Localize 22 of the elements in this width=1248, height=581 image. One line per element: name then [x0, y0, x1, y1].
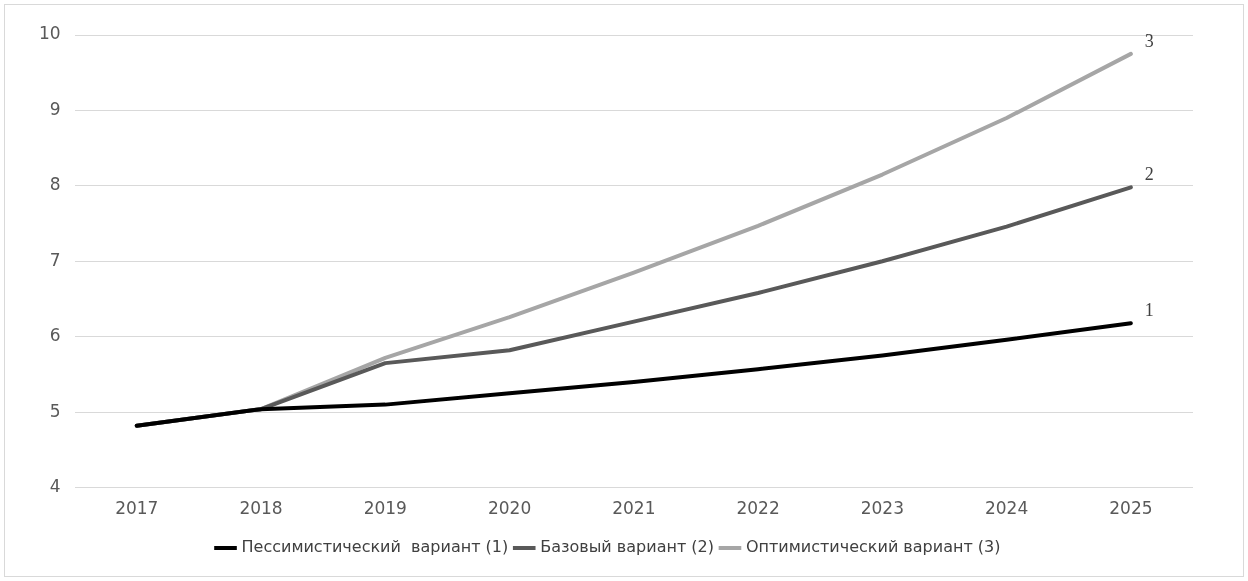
annotation: 2 [1144, 164, 1154, 185]
annotation: 3 [1144, 30, 1154, 51]
x-tick-label: 2021 [612, 498, 656, 519]
y-tick-label: 6 [49, 325, 61, 346]
legend-label: Оптимистический вариант (3) [745, 537, 1001, 557]
x-tick-label: 2023 [860, 498, 904, 519]
x-tick-label: 2024 [984, 498, 1029, 519]
y-tick-label: 8 [49, 174, 61, 195]
annotation: 1 [1144, 299, 1154, 320]
legend-label: Пессимистический вариант (1) [241, 537, 509, 557]
y-tick-label: 10 [38, 23, 61, 44]
x-tick-label: 2025 [1109, 498, 1153, 519]
x-tick-label: 2020 [487, 498, 532, 519]
y-tick-label: 7 [49, 249, 61, 270]
x-tick-label: 2019 [363, 498, 407, 519]
x-tick-label: 2018 [239, 498, 283, 519]
legend-label: Базовый вариант (2) [540, 537, 714, 557]
x-tick-label: 2022 [736, 498, 780, 519]
x-tick-label: 2017 [115, 498, 159, 519]
y-tick-label: 4 [49, 476, 61, 497]
y-tick-label: 9 [49, 98, 61, 119]
y-tick-label: 5 [49, 400, 61, 421]
